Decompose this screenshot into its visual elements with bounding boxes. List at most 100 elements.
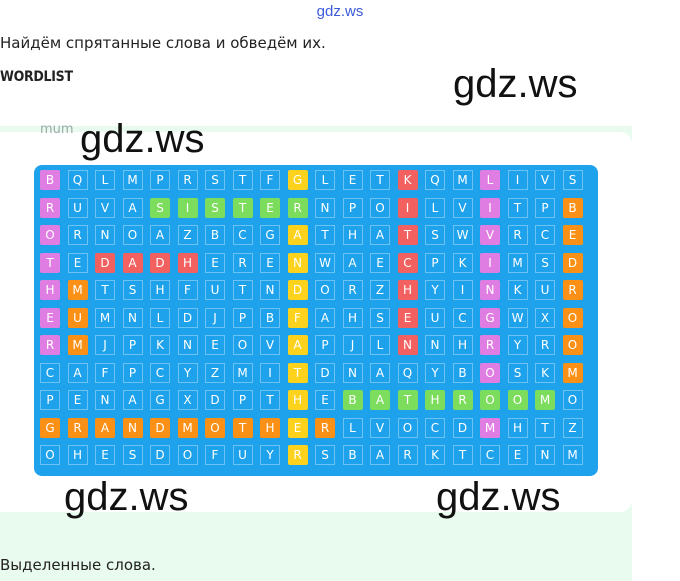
grid-cell: D xyxy=(287,280,308,300)
grid-cell: P xyxy=(232,390,253,410)
grid-cell: B xyxy=(40,170,60,190)
grid-cell: P xyxy=(122,362,143,383)
grid-cell: N xyxy=(425,335,445,355)
grid-cell: O xyxy=(40,225,60,245)
grid-cell: H xyxy=(397,280,418,300)
grid-cell: K xyxy=(150,335,170,355)
grid-cell: K xyxy=(452,252,473,273)
grid-cell: T xyxy=(232,170,253,190)
grid-cell: H xyxy=(452,335,473,355)
grid-cell: R xyxy=(562,280,583,300)
grid-cell: T xyxy=(370,170,390,190)
grid-cell: Y xyxy=(425,362,445,383)
grid-cell: Q xyxy=(67,170,88,190)
grid-cell: A xyxy=(370,445,390,465)
grid-cell: L xyxy=(370,335,390,355)
grid-cell: D xyxy=(150,252,170,273)
grid-cell: R xyxy=(452,390,473,410)
grid-cell: H xyxy=(507,417,528,438)
grid-cell: O xyxy=(177,445,198,465)
grid-cell: A xyxy=(287,225,308,245)
grid-cell: C xyxy=(452,307,473,328)
grid-cell: O xyxy=(397,417,418,438)
grid-cell: N xyxy=(480,280,500,300)
grid-cell: Z xyxy=(370,280,390,300)
grid-cell: K xyxy=(535,362,555,383)
wordlist-word: mum xyxy=(40,122,74,137)
grid-cell: P xyxy=(150,170,170,190)
grid-cell: R xyxy=(315,417,335,438)
grid-cell: V xyxy=(452,197,473,218)
grid-cell: S xyxy=(562,170,583,190)
grid-cell: P xyxy=(40,390,60,410)
grid-cell: O xyxy=(232,335,253,355)
grid-cell: S xyxy=(122,445,143,465)
grid-cell: T xyxy=(232,197,253,218)
grid-cell: J xyxy=(205,307,225,328)
grid-cell: Y xyxy=(425,280,445,300)
grid-cell: D xyxy=(315,362,335,383)
grid-cell: T xyxy=(95,280,115,300)
grid-cell: G xyxy=(480,307,500,328)
grid-cell: E xyxy=(397,307,418,328)
grid-cell: M xyxy=(452,170,473,190)
grid-cell: V xyxy=(480,225,500,245)
grid-cell: E xyxy=(287,417,308,438)
grid-cell: L xyxy=(315,170,335,190)
grid-cell: E xyxy=(205,335,225,355)
grid-cell: M xyxy=(95,307,115,328)
grid-cell: M xyxy=(480,417,500,438)
grid-cell: T xyxy=(287,362,308,383)
grid-cell: O xyxy=(40,445,60,465)
grid-cell: M xyxy=(67,335,88,355)
grid-cell: A xyxy=(370,390,390,410)
grid-cell: V xyxy=(95,197,115,218)
grid-cell: L xyxy=(150,307,170,328)
grid-cell: M xyxy=(562,445,583,465)
grid-cell: B xyxy=(260,307,280,328)
grid-cell: D xyxy=(95,252,115,273)
grid-cell: E xyxy=(40,307,60,328)
grid-cell: V xyxy=(370,417,390,438)
grid-cell: N xyxy=(122,307,143,328)
grid-cell: P xyxy=(122,335,143,355)
grid-cell: Z xyxy=(177,225,198,245)
grid-cell: R xyxy=(40,335,60,355)
grid-cell: M xyxy=(67,280,88,300)
grid-cell: B xyxy=(342,390,363,410)
wordlist-heading: WORDLIST xyxy=(0,69,73,85)
grid-cell: C xyxy=(480,445,500,465)
grid-cell: H xyxy=(342,307,363,328)
grid-cell: M xyxy=(232,362,253,383)
grid-cell: R xyxy=(40,197,60,218)
grid-cell: R xyxy=(232,252,253,273)
grid-cell: A xyxy=(342,252,363,273)
grid-cell: F xyxy=(177,280,198,300)
grid-cell: A xyxy=(150,225,170,245)
grid-cell: T xyxy=(260,390,280,410)
grid-cell: E xyxy=(67,390,88,410)
grid-cell: G xyxy=(40,417,60,438)
grid-cell: B xyxy=(452,362,473,383)
grid-cell: U xyxy=(535,280,555,300)
grid-cell: P xyxy=(232,307,253,328)
grid-cell: N xyxy=(535,445,555,465)
grid-cell: S xyxy=(535,252,555,273)
grid-cell: A xyxy=(67,362,88,383)
grid-cell: Z xyxy=(205,362,225,383)
grid-cell: E xyxy=(95,445,115,465)
grid-cell: N xyxy=(122,417,143,438)
grid-cell: P xyxy=(425,252,445,273)
grid-cell: O xyxy=(507,390,528,410)
grid-cell: T xyxy=(232,280,253,300)
grid-cell: H xyxy=(40,280,60,300)
grid-cell: D xyxy=(177,307,198,328)
grid-cell: D xyxy=(205,390,225,410)
grid-cell: D xyxy=(562,252,583,273)
grid-cell: E xyxy=(260,252,280,273)
grid-cell: E xyxy=(315,390,335,410)
grid-cell: F xyxy=(287,307,308,328)
grid-cell: R xyxy=(67,225,88,245)
grid-cell: G xyxy=(287,170,308,190)
